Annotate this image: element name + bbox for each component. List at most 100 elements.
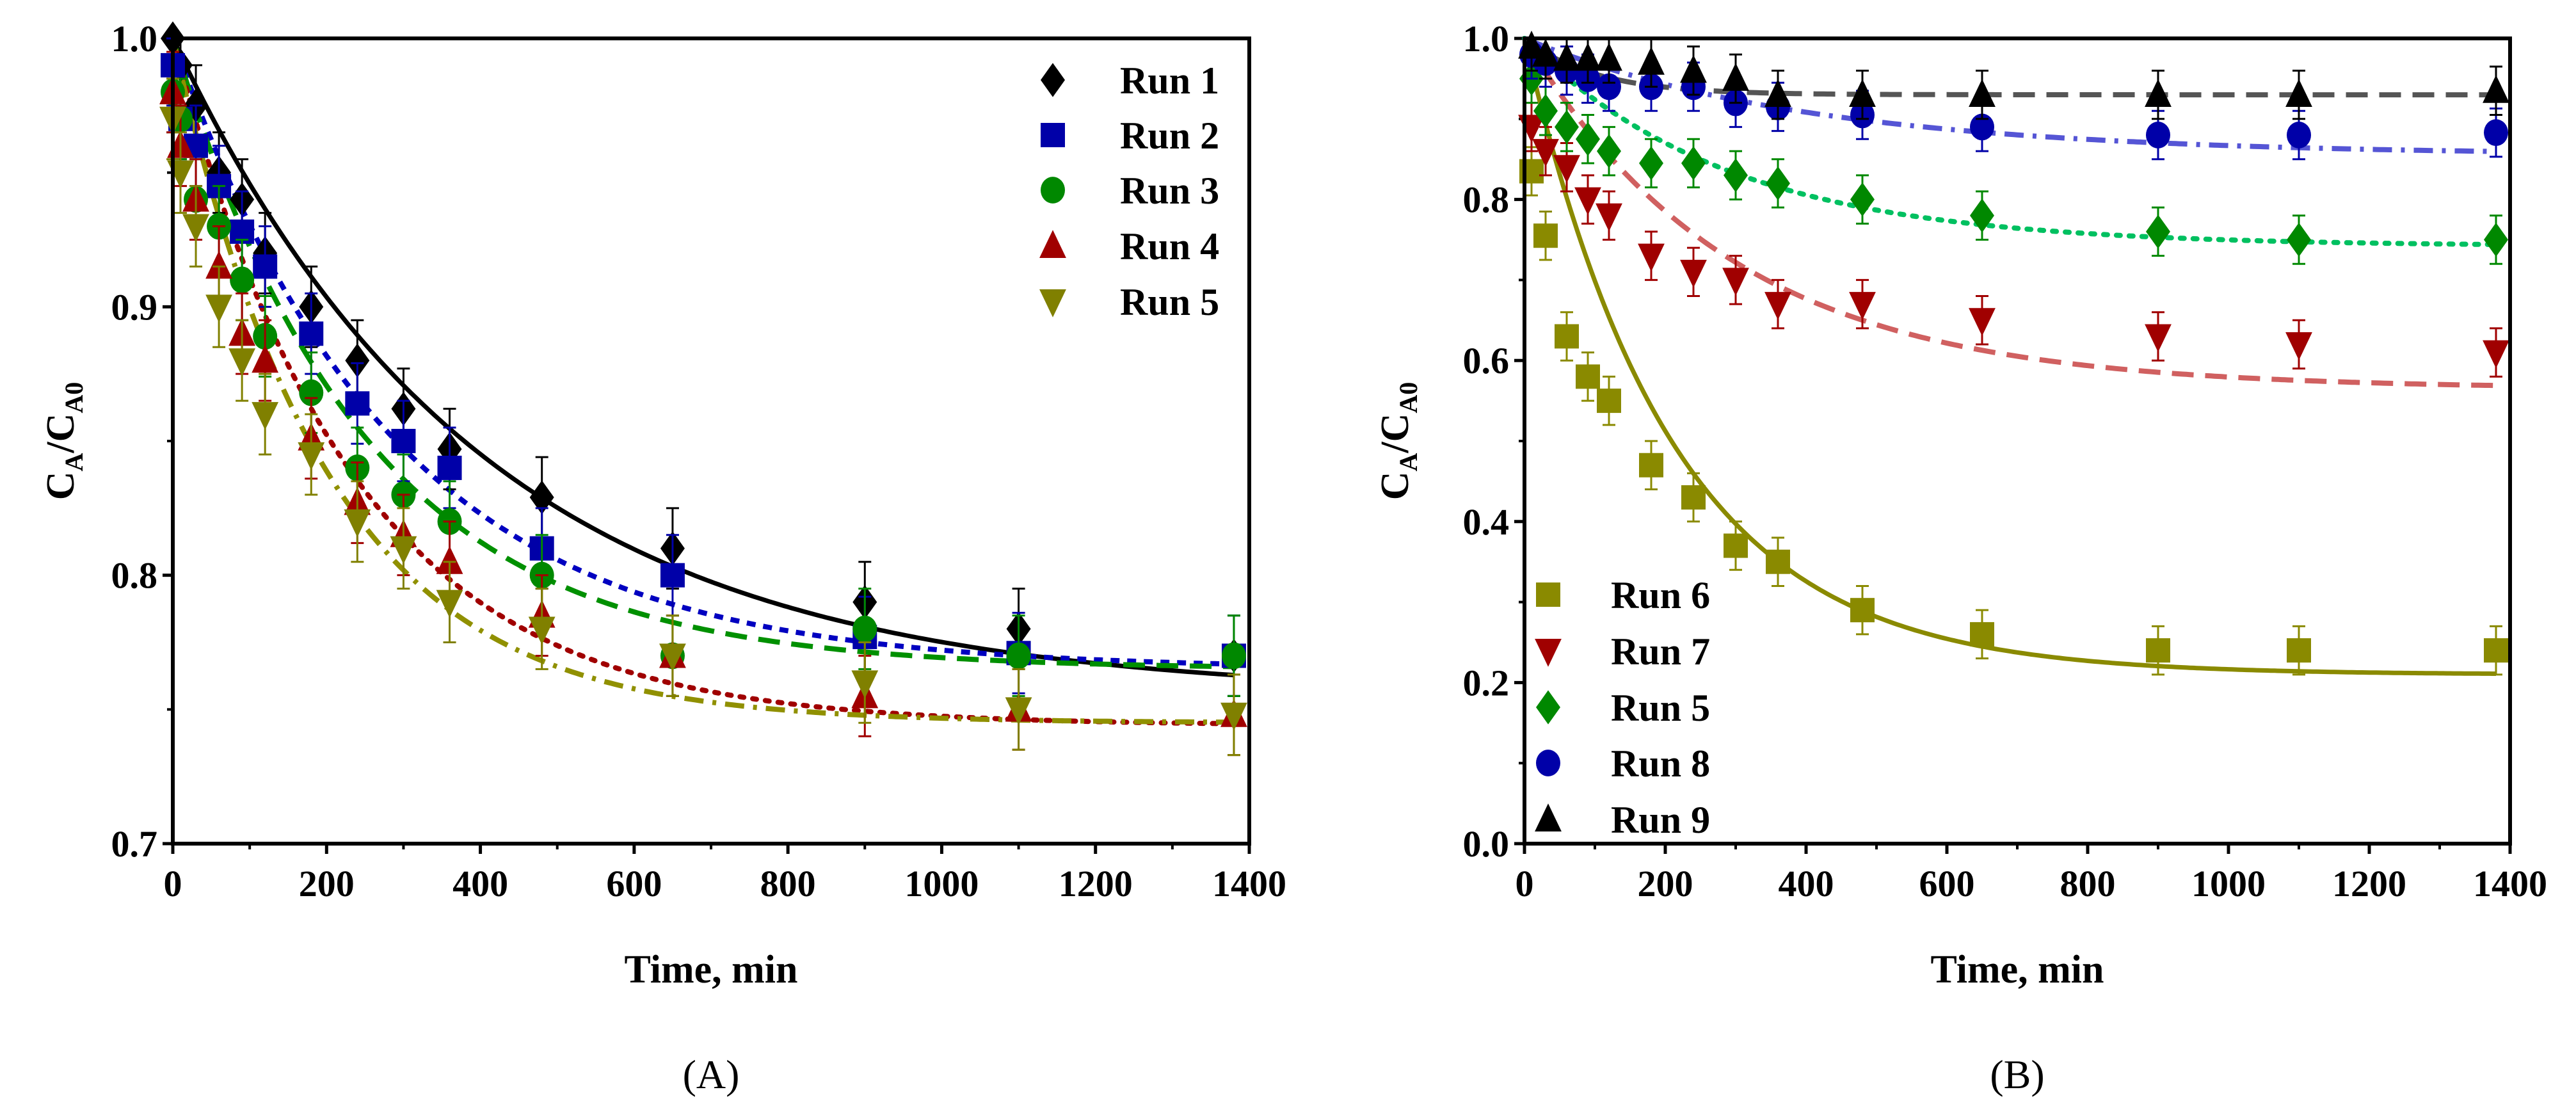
legend-marker: [1039, 230, 1066, 258]
y-label-s2: A0: [60, 382, 88, 413]
data-point: [2146, 214, 2170, 249]
data-point: [436, 590, 463, 618]
series-run-7: [1518, 102, 2509, 378]
data-point: [1220, 702, 1247, 731]
data-point: [2484, 638, 2508, 663]
data-point: [205, 250, 232, 279]
data-point: [182, 214, 209, 243]
data-point: [1766, 549, 1790, 574]
data-point: [2145, 324, 2172, 353]
series-run-9: [1518, 30, 2509, 120]
panel-b: 0 200 400 600 800 1000 1200 1400 0.0 0.2 0.4 0.6 0.8…: [1373, 18, 2547, 1097]
data-point: [1680, 259, 1707, 288]
legend-marker: [1041, 63, 1065, 97]
data-point: [851, 670, 879, 699]
fit-line-run-5: [1522, 36, 2499, 247]
data-point: [2145, 79, 2172, 108]
y-tick-label: 0.0: [1463, 823, 1510, 865]
data-point: [1850, 182, 1875, 217]
legend-label: Run 6: [1611, 574, 1710, 616]
data-point: [230, 266, 255, 294]
x-tick-label: 0: [164, 863, 182, 904]
data-point: [528, 616, 556, 645]
x-tick-label: 200: [299, 863, 355, 904]
data-point: [1849, 292, 1876, 320]
fit-line-run-1: [170, 37, 1235, 678]
data-point: [1681, 485, 1706, 510]
x-tick-label: 1400: [1212, 863, 1286, 904]
data-point: [1576, 364, 1600, 389]
y-label-c1: C: [1373, 472, 1417, 501]
x-tick-label: 400: [452, 863, 508, 904]
y-tick-label: 1.0: [1463, 18, 1510, 60]
x-tick-label: 0: [1516, 863, 1534, 904]
y-tick-label: 1.0: [111, 18, 158, 60]
data-point: [1970, 622, 1994, 646]
y-label-s2: A0: [1394, 382, 1423, 413]
panel-label: (B): [1990, 1052, 2044, 1097]
data-point: [1576, 122, 1600, 156]
legend-label: Run 3: [1120, 170, 1219, 212]
data-point: [205, 294, 232, 323]
data-point: [1532, 38, 1559, 67]
fit-line-run-5: [170, 38, 1234, 725]
data-point: [1849, 79, 1876, 108]
fit-line-run-4: [170, 36, 1236, 727]
data-point: [299, 321, 324, 346]
data-point: [1639, 146, 1663, 181]
y-tick-label: 0.2: [1463, 662, 1510, 703]
data-point: [1553, 42, 1580, 71]
series-run-5: [1519, 53, 2508, 265]
data-point: [1596, 203, 1622, 232]
data-point: [252, 402, 279, 430]
data-point: [1597, 134, 1621, 168]
data-point: [1532, 139, 1559, 167]
data-point: [852, 615, 877, 643]
y-label-s1: A: [1394, 453, 1423, 472]
legend-marker: [1536, 690, 1560, 725]
legend-marker: [1535, 639, 1562, 667]
data-point: [1005, 697, 1032, 726]
data-point: [2287, 122, 2311, 149]
y-tick-label: 0.9: [111, 286, 158, 328]
y-tick-label: 0.7: [111, 823, 158, 865]
legend-marker: [1535, 803, 1562, 831]
data-point: [2484, 222, 2508, 257]
data-point: [1850, 598, 1875, 623]
data-point: [1722, 63, 1749, 91]
data-point: [1574, 42, 1601, 71]
legend-marker: [1536, 582, 1560, 607]
data-point: [299, 379, 324, 406]
data-point: [2483, 75, 2509, 103]
y-tick-label: 0.4: [1463, 501, 1510, 543]
data-point: [1597, 73, 1621, 100]
fit-line-run-2: [170, 37, 1235, 667]
series-run-2: [161, 37, 1246, 697]
data-point: [1553, 155, 1580, 183]
y-label-c2: /C: [1373, 413, 1417, 454]
data-point: [1722, 268, 1749, 296]
data-point: [2287, 638, 2311, 663]
data-point: [1574, 187, 1601, 216]
data-point: [1680, 54, 1707, 83]
data-point: [1597, 389, 1621, 413]
data-point: [1724, 533, 1748, 558]
data-point: [1724, 158, 1748, 193]
data-point: [1639, 453, 1663, 478]
legend-label: Run 2: [1120, 115, 1219, 157]
legend-marker: [1041, 123, 1065, 147]
data-point: [1638, 47, 1665, 75]
data-point: [390, 536, 417, 565]
legend-label: Run 9: [1611, 799, 1710, 841]
data-point: [1969, 308, 1996, 336]
data-point: [659, 643, 686, 672]
x-tick-label: 1000: [904, 863, 979, 904]
legend-marker: [1041, 177, 1065, 204]
data-point: [1555, 324, 1579, 349]
data-point: [1764, 79, 1791, 108]
data-point: [1969, 79, 1996, 108]
series-run-8: [1519, 37, 2508, 161]
y-label-c2: /C: [39, 413, 83, 454]
data-point: [391, 429, 416, 453]
